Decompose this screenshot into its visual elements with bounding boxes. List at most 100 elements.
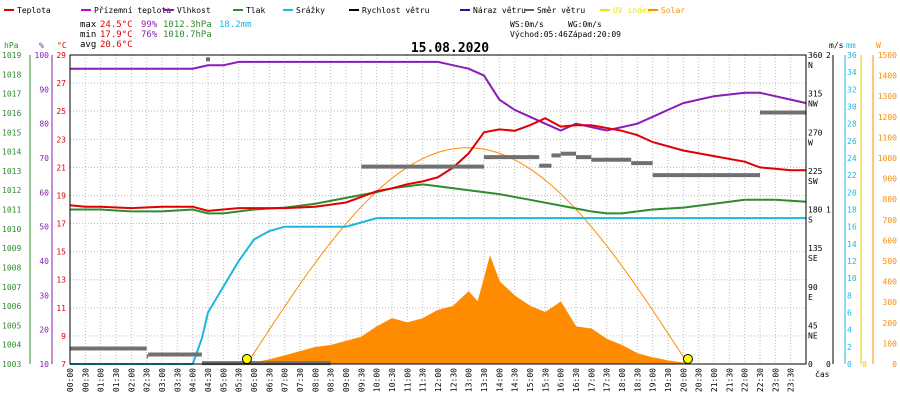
direction-compass-label: SE (808, 254, 818, 263)
solar-tick-label: 900 (883, 175, 898, 184)
direction-compass-label: E (808, 293, 813, 302)
time-tick-label: 06:00 (250, 368, 259, 392)
solar-tick-label: 300 (883, 298, 898, 307)
stats-header: max 24.5°C 99% 1012.3hPa 18.2mm min 17.9… (80, 20, 621, 56)
solar-clear-sky-line (246, 147, 689, 365)
wind-speed-now: WS:0m/s (510, 20, 544, 29)
solar-tick-label: 1200 (878, 113, 897, 122)
unit-cas: čas (815, 369, 830, 379)
temperature-tick-label: 15 (56, 248, 66, 257)
time-tick-label: 01:00 (97, 368, 106, 392)
legend-label: Solar (661, 6, 685, 15)
time-tick-label: 14:30 (511, 368, 520, 392)
time-tick-label: 17:00 (587, 368, 596, 392)
chart-title: 15.08.2020 (411, 41, 489, 56)
time-tick-label: 03:30 (173, 368, 182, 392)
time-tick-label: 21:00 (710, 368, 719, 392)
rain-tick-label: 26 (847, 137, 857, 146)
time-tick-label: 13:30 (480, 368, 489, 392)
rain-tick-label: 0 (847, 360, 852, 369)
direction-compass-label: S (808, 216, 813, 225)
axis-ticks: 1019101810171016101510141013101210111010… (2, 51, 897, 392)
uv-marker (241, 354, 252, 364)
pressure-tick-label: 1016 (2, 109, 21, 118)
pressure-tick-label: 1003 (2, 360, 21, 369)
pressure-tick-label: 1006 (2, 302, 21, 311)
temperature-tick-label: 25 (56, 107, 66, 116)
time-tick-label: 23:30 (787, 368, 796, 392)
legend-label: Tlak (246, 6, 265, 15)
pressure-tick-label: 1014 (2, 148, 21, 157)
rain-tick-label: 32 (847, 85, 857, 94)
time-tick-label: 15:30 (541, 368, 550, 392)
pressure-tick-label: 1009 (2, 244, 21, 253)
temperature-tick-label: 19 (56, 191, 66, 200)
time-tick-label: 11:30 (419, 368, 428, 392)
rain-tick-label: 14 (847, 240, 857, 249)
solar-tick-label: 800 (883, 195, 898, 204)
direction-compass-label: SW (808, 177, 818, 186)
pressure-tick-label: 1008 (2, 263, 21, 272)
humidity-line (70, 60, 807, 132)
time-tick-label: 21:30 (725, 368, 734, 392)
time-tick-label: 16:00 (557, 368, 566, 392)
solar-tick-label: 1300 (878, 92, 897, 101)
stat-min-pressure: 1010.7hPa (163, 30, 212, 40)
rain-tick-label: 18 (847, 206, 857, 215)
time-tick-label: 16:30 (572, 368, 581, 392)
time-tick-label: 15:00 (526, 368, 535, 392)
direction-tick-label: 225 (808, 167, 823, 176)
legend-label: Náraz větru (473, 6, 526, 15)
legend-label: Teplota (17, 6, 51, 15)
pressure-tick-label: 1010 (2, 225, 21, 234)
solar-tick-label: 1400 (878, 72, 897, 81)
humidity-tick-label: 90 (39, 85, 49, 94)
time-tick-label: 00:30 (81, 368, 90, 392)
wind-direction-point (206, 57, 210, 62)
temperature-tick-label: 27 (56, 79, 66, 88)
legend-label: Srážky (296, 6, 325, 15)
pressure-tick-label: 1004 (2, 341, 21, 350)
pressure-tick-label: 1007 (2, 283, 21, 292)
humidity-tick-label: 30 (39, 291, 49, 300)
wind-speed-tick-label: 2 (826, 51, 831, 60)
wind-speed-tick-label: 1 (826, 206, 831, 215)
stat-max-humidity: 99% (141, 20, 158, 30)
solar-tick-label: 200 (883, 319, 898, 328)
time-tick-label: 06:30 (265, 368, 274, 392)
unit-degc: °C (57, 41, 67, 50)
stat-max-pressure: 1012.3hPa (163, 20, 212, 30)
rain-tick-label: 8 (847, 291, 852, 300)
time-tick-label: 20:30 (695, 368, 704, 392)
time-tick-label: 18:30 (633, 368, 642, 392)
direction-tick-label: 315 (808, 90, 823, 99)
rain-tick-label: 10 (847, 274, 857, 283)
time-tick-label: 12:30 (449, 368, 458, 392)
time-tick-label: 12:00 (434, 368, 443, 392)
pressure-tick-label: 1012 (2, 186, 21, 195)
legend-label: Vlhkost (177, 6, 211, 15)
legend: Teplota Přízemní teplota Vlhkost Tlak Srážky… (4, 6, 685, 15)
time-tick-label: 18:00 (618, 368, 627, 392)
time-tick-label: 07:30 (296, 368, 305, 392)
rain-tick-label: 22 (847, 171, 857, 180)
direction-tick-label: 0 (808, 360, 813, 369)
rain-tick-label: 24 (847, 154, 857, 163)
humidity-tick-label: 60 (39, 188, 49, 197)
series-layer (69, 57, 807, 366)
rain-line (70, 217, 806, 365)
solar-tick-label: 500 (883, 257, 898, 266)
time-tick-label: 02:30 (143, 368, 152, 392)
humidity-tick-label: 40 (39, 257, 49, 266)
humidity-tick-label: 10 (39, 360, 49, 369)
rain-tick-label: 30 (847, 103, 857, 112)
rain-tick-label: 4 (847, 326, 852, 335)
rain-tick-label: 2 (847, 343, 852, 352)
time-tick-label: 22:00 (741, 368, 750, 392)
pressure-tick-label: 1019 (2, 51, 21, 60)
time-tick-label: 09:00 (342, 368, 351, 392)
time-tick-label: 10:30 (388, 368, 397, 392)
time-tick-label: 04:00 (189, 368, 198, 392)
rain-tick-label: 16 (847, 223, 857, 232)
direction-tick-label: 270 (808, 128, 823, 137)
